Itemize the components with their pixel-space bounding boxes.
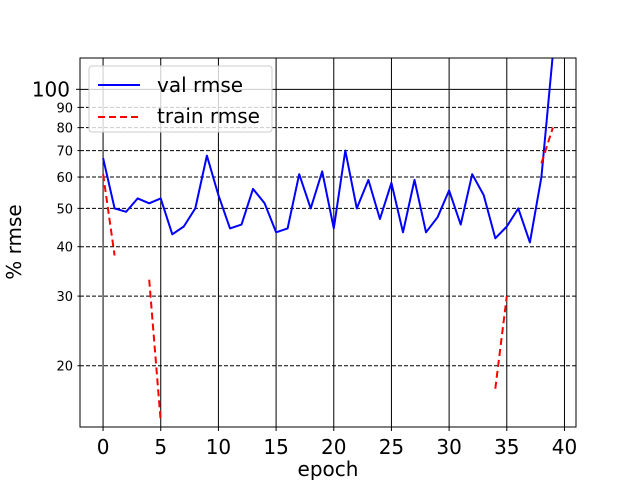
x-tick-label: 25: [379, 435, 404, 459]
y-tick-label-minor: 50: [56, 202, 73, 217]
x-tick-label: 0: [97, 435, 110, 459]
y-tick-label-minor: 90: [56, 101, 73, 116]
y-tick-label-major: 100: [32, 77, 70, 101]
val-rmse-line: [102, 58, 554, 244]
train-rmse-segment: [102, 174, 116, 256]
x-tick-label: 20: [321, 435, 346, 459]
y-tick-label-minor: 30: [56, 290, 73, 305]
x-tick-label: 15: [263, 435, 288, 459]
y-tick-label-minor: 60: [56, 171, 73, 186]
legend-val-label: val rmse: [157, 73, 243, 97]
x-tick-label: 40: [552, 435, 577, 459]
y-tick-label-minor: 40: [56, 241, 73, 256]
x-axis-ticks: 0 5 10 15 20 25 30 35 40: [97, 427, 577, 459]
legend-train-label: train rmse: [157, 104, 260, 128]
grid-lines: [80, 58, 576, 427]
y-axis-ticks: 100 20 30 40 50 60 70 80 90: [32, 77, 80, 375]
plot-frame: [79, 57, 577, 428]
x-tick-label: 5: [154, 435, 167, 459]
y-axis-label: % rmse: [2, 204, 26, 279]
x-tick-label: 35: [494, 435, 519, 459]
train-rmse-segment: [494, 295, 508, 389]
x-tick-label: 30: [436, 435, 461, 459]
y-tick-label-minor: 20: [56, 360, 73, 375]
x-tick-label: 10: [206, 435, 231, 459]
plot-series: [102, 58, 554, 422]
y-tick-label-minor: 70: [56, 145, 73, 160]
legend: val rmse train rmse: [88, 65, 273, 133]
legend-box: [88, 65, 273, 133]
x-axis-label: epoch: [298, 457, 359, 480]
train-rmse-segment: [148, 279, 162, 422]
y-tick-label-minor: 80: [56, 122, 73, 137]
train-rmse-segment: [540, 127, 554, 164]
